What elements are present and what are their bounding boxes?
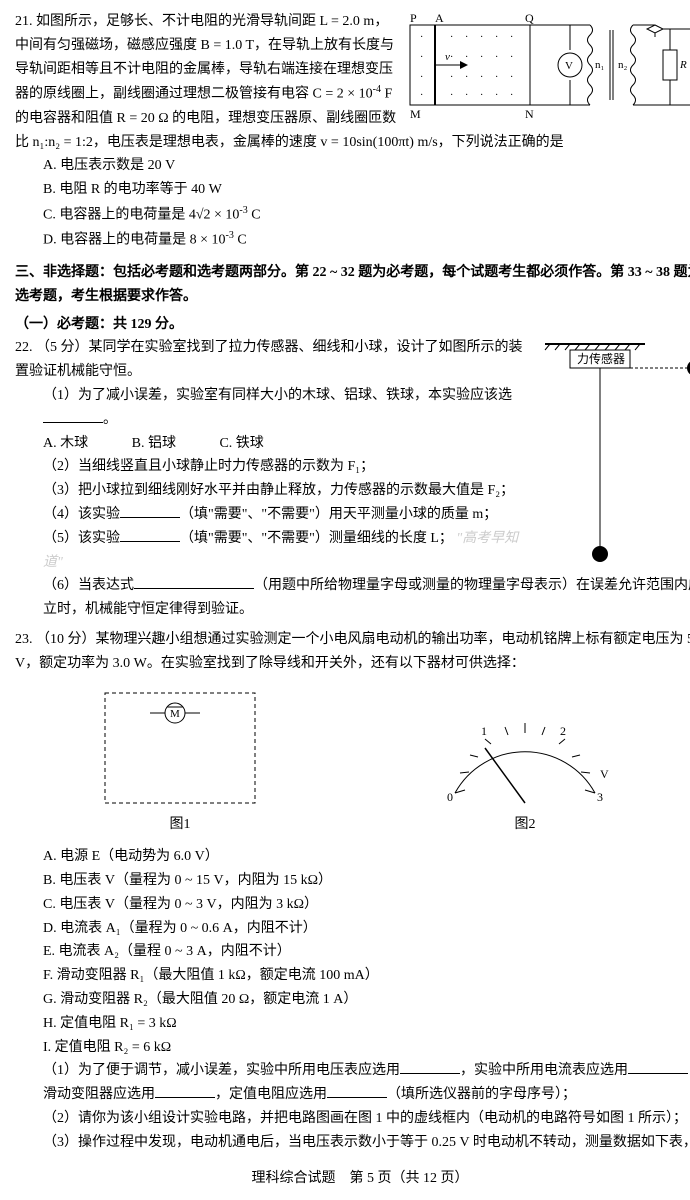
q23-p3: （3）操作过程中发现，电动机通电后，当电压表示数小于等于 0.25 V 时电动机… (43, 1131, 690, 1155)
scale-unit: V (600, 767, 609, 781)
question-21: P A Q M N v ······ ······ ······ ······ … (15, 10, 690, 253)
circuit-svg: P A Q M N v ······ ······ ······ ······ … (405, 10, 690, 130)
svg-text:·: · (420, 90, 423, 101)
q23-item-c: C. 电压表 V（量程为 0 ~ 3 V，内阻为 3 kΩ） (43, 893, 690, 917)
opt-a: A. 木球 (43, 432, 88, 456)
q21-circuit-figure: P A Q M N v ······ ······ ······ ······ … (405, 10, 690, 130)
q21-option-b: B. 电阻 R 的电功率等于 40 W (43, 178, 690, 202)
question-23: 23. （10 分）某物理兴趣小组想通过实验测定一个小电风扇电动机的输出功率，电… (15, 628, 690, 1155)
label-R: R (679, 59, 687, 71)
label-P: P (410, 11, 417, 25)
scale-1: 1 (481, 724, 487, 738)
label-N: N (525, 107, 534, 121)
q23-item-h: H. 定值电阻 R₁ = 3 kΩ (43, 1012, 690, 1036)
svg-text:·: · (465, 90, 468, 101)
svg-text:·: · (495, 72, 498, 83)
svg-text:·: · (450, 90, 453, 101)
q23-p2: （2）请你为该小组设计实验电路，并把电路图画在图 1 中的虚线框内（电动机的电路… (43, 1107, 690, 1131)
svg-text:·: · (510, 52, 513, 63)
blank-input[interactable] (327, 1083, 387, 1098)
svg-text:·: · (495, 32, 498, 43)
q23-number: 23. (15, 632, 33, 647)
scale-3: 3 (597, 790, 603, 804)
section-3-sub: （一）必考题：共 129 分。 (15, 313, 690, 337)
label-A: A (435, 11, 444, 25)
q23-item-d: D. 电流表 A₁（量程为 0 ~ 0.6 A，内阻不计） (43, 917, 690, 941)
svg-text:·: · (495, 90, 498, 101)
label-n1: n₁ (595, 59, 605, 71)
svg-text:·: · (465, 52, 468, 63)
q23-item-e: E. 电流表 A₂（量程 0 ~ 3 A，内阻不计） (43, 940, 690, 964)
label-M: M (410, 107, 421, 121)
opt-c: C. 铁球 (219, 432, 263, 456)
q23-item-a: A. 电源 E（电动势为 6.0 V） (43, 845, 690, 869)
sensor-label: 力传感器 (577, 351, 625, 366)
q23-p1: （1）为了便于调节，减小误差，实验中所用电压表应选用，实验中所用电流表应选用，滑… (43, 1059, 690, 1107)
q23-item-i: I. 定值电阻 R₂ = 6 kΩ (43, 1036, 690, 1060)
blank-input[interactable] (120, 503, 180, 518)
q23-item-b: B. 电压表 V（量程为 0 ~ 15 V，内阻为 15 kΩ） (43, 869, 690, 893)
blank-input[interactable] (628, 1059, 688, 1074)
svg-text:·: · (420, 72, 423, 83)
scale-2: 2 (560, 724, 566, 738)
q21-option-a: A. 电压表示数是 20 V (43, 154, 690, 178)
label-Q: Q (525, 11, 534, 25)
scale-0: 0 (447, 790, 453, 804)
q22-pendulum-figure: 力传感器 (535, 336, 690, 566)
svg-text:·: · (450, 72, 453, 83)
q21-option-c: C. 电容器上的电荷量是 4√2 × 10-3 C (43, 202, 690, 227)
q23-item-g: G. 滑动变阻器 R₂（最大阻值 20 Ω，额定电流 1 A） (43, 988, 690, 1012)
page-footer: 理科综合试题 第 5 页（共 12 页） (15, 1167, 690, 1191)
svg-text:·: · (480, 90, 483, 101)
opt-b: B. 铝球 (132, 432, 176, 456)
q23-fig2: 0 1 2 3 V 图2 (425, 693, 625, 837)
q23-item-f: F. 滑动变阻器 R₁（最大阻值 1 kΩ，额定电流 100 mA） (43, 964, 690, 988)
svg-text:·: · (480, 52, 483, 63)
q21-number: 21. (15, 14, 33, 29)
q22-stem: （5 分）某同学在实验室找到了拉力传感器、细线和小球，设计了如图所示的装置验证机… (15, 340, 523, 379)
svg-text:·: · (465, 32, 468, 43)
svg-text:·: · (495, 52, 498, 63)
section-3-title: 三、非选择题：包括必考题和选考题两部分。第 22 ~ 32 题为必考题，每个试题… (15, 261, 690, 309)
svg-text:·: · (510, 72, 513, 83)
svg-text:·: · (450, 52, 453, 63)
q23-stem: （10 分）某物理兴趣小组想通过实验测定一个小电风扇电动机的输出功率，电动机铭牌… (15, 632, 690, 671)
q22-p6: （6）当表达式（用题中所给物理量字母或测量的物理量字母表示）在误差允许范围内成立… (43, 574, 690, 622)
blank-input[interactable] (43, 408, 103, 423)
label-n2: n₂ (618, 59, 628, 71)
svg-text:·: · (510, 90, 513, 101)
svg-text:·: · (450, 32, 453, 43)
blank-input[interactable] (400, 1059, 460, 1074)
fig2-label: 图2 (425, 813, 625, 837)
label-V: V (565, 60, 573, 72)
blank-input[interactable] (120, 527, 180, 542)
fig1-label: 图1 (95, 813, 265, 837)
q23-figures: M 图1 (15, 683, 690, 837)
svg-text:M: M (170, 708, 180, 720)
q22-number: 22. (15, 340, 33, 355)
svg-text:·: · (510, 32, 513, 43)
q21-stem-a: 如图所示，足够长、不计电阻的光滑导轨间距 L = 2.0 m，中间有匀强磁场，磁… (15, 14, 394, 102)
question-22: 力传感器 22. （5 分）某同学在实验室找到了拉力传感器、细线和小球，设计了如… (15, 336, 690, 622)
q23-fig1: M 图1 (95, 683, 265, 837)
svg-text:·: · (420, 52, 423, 63)
blank-input[interactable] (155, 1083, 215, 1098)
blank-input[interactable] (134, 574, 254, 589)
q21-sup: -4 (373, 84, 381, 95)
svg-text:·: · (480, 72, 483, 83)
svg-text:·: · (465, 72, 468, 83)
q21-option-d: D. 电容器上的电荷量是 8 × 10-3 C (43, 227, 690, 252)
svg-text:·: · (420, 32, 423, 43)
svg-text:·: · (480, 32, 483, 43)
